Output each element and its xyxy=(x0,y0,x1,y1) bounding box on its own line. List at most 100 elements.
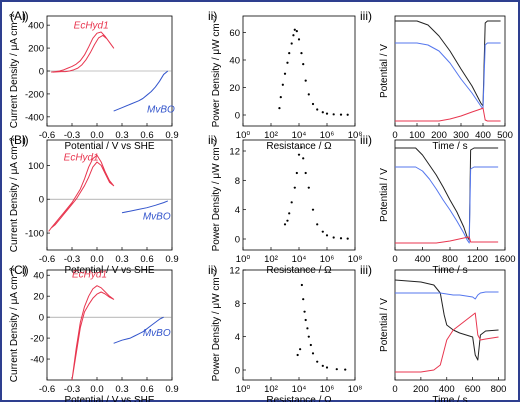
x-tick-label: -0.3 xyxy=(64,384,80,395)
x-tick-label: 500 xyxy=(497,130,513,141)
y-tick-label: 4 xyxy=(235,332,240,343)
y-tick-label: -100 xyxy=(25,229,44,240)
data-point xyxy=(307,186,310,189)
data-point xyxy=(311,102,315,106)
data-point xyxy=(286,61,289,64)
data-point xyxy=(306,327,309,330)
data-point xyxy=(293,186,296,189)
x-tick-label: 10⁸ xyxy=(348,384,363,395)
x-tick-label: -0.3 xyxy=(64,254,80,265)
panel-label: ii) xyxy=(208,9,217,23)
data-point xyxy=(309,343,312,347)
data-point xyxy=(299,348,302,351)
x-tick-label: 10⁶ xyxy=(320,254,335,265)
x-tick-label: 0.9 xyxy=(165,384,178,395)
x-axis-label: Resistance / Ω xyxy=(266,265,332,276)
data-point xyxy=(295,171,298,175)
data-point xyxy=(321,230,324,233)
x-tick-label: 10⁸ xyxy=(348,130,363,141)
plot-frame xyxy=(394,139,506,251)
series-line xyxy=(395,291,499,300)
x-tick-label: 10⁰ xyxy=(236,130,251,141)
y-tick-label: 20 xyxy=(229,83,240,94)
data-point xyxy=(304,79,307,82)
x-axis-label: Resistance / Ω xyxy=(266,395,332,402)
series-line xyxy=(71,285,115,381)
series-label: MvBO xyxy=(143,212,171,223)
x-tick-label: 200 xyxy=(431,130,447,141)
y-tick-label: 20 xyxy=(33,292,44,303)
x-tick-label: 0.3 xyxy=(115,130,128,141)
y-tick-label: 40 xyxy=(33,271,44,282)
panel-label: i) xyxy=(22,263,29,277)
data-point xyxy=(332,236,335,239)
x-tick-label: 10² xyxy=(264,130,278,141)
x-tick-label: 0.6 xyxy=(140,384,153,395)
x-tick-label: 800 xyxy=(491,384,507,395)
data-point xyxy=(346,113,349,116)
series-line xyxy=(395,147,499,241)
x-tick-label: 400 xyxy=(475,130,491,141)
data-point xyxy=(286,219,289,222)
plot-frame xyxy=(242,15,356,127)
data-point xyxy=(311,352,315,355)
series-line xyxy=(395,236,499,244)
y-tick-label: 12 xyxy=(229,147,240,158)
x-tick-label: 10⁴ xyxy=(292,384,307,395)
x-axis-label: Time / s xyxy=(432,141,467,152)
data-point xyxy=(279,96,282,99)
x-tick-label: 300 xyxy=(453,130,469,141)
x-tick-label: 10⁶ xyxy=(320,384,335,395)
y-tick-label: 100 xyxy=(28,161,44,172)
y-tick-label: 12 xyxy=(229,266,240,277)
data-point xyxy=(300,146,303,149)
data-point xyxy=(296,353,299,357)
data-point xyxy=(304,171,307,175)
data-point xyxy=(316,223,319,226)
y-tick-label: 40 xyxy=(229,56,240,67)
y-tick-label: 60 xyxy=(229,28,240,39)
x-tick-label: 0.9 xyxy=(165,130,178,141)
data-point xyxy=(283,223,287,226)
y-axis-label: Potential / V xyxy=(379,298,390,352)
x-tick-label: 0 xyxy=(392,130,397,141)
y-tick-label: 0 xyxy=(39,67,44,78)
series-line xyxy=(395,20,501,107)
y-axis-label: Current Density / μA cm⁻² xyxy=(9,267,20,382)
y-tick-label: 200 xyxy=(28,44,44,55)
data-point xyxy=(297,153,301,156)
data-point xyxy=(325,234,329,237)
data-point xyxy=(335,368,338,371)
x-axis-label: Potential / V vs SHE xyxy=(64,141,154,152)
series-line xyxy=(121,200,169,214)
data-point xyxy=(304,318,307,322)
x-tick-label: -0.6 xyxy=(39,130,55,141)
data-point xyxy=(325,112,329,115)
panel-label: ii) xyxy=(208,263,217,277)
data-point xyxy=(344,368,347,371)
x-tick-label: 400 xyxy=(439,384,455,395)
data-point xyxy=(346,237,349,240)
series-line xyxy=(395,312,499,373)
x-axis-label: Resistance / Ω xyxy=(266,141,332,152)
x-axis-label: Time / s xyxy=(432,395,467,402)
x-tick-label: 1600 xyxy=(494,254,515,265)
data-point xyxy=(281,83,284,86)
data-point xyxy=(300,283,303,287)
x-tick-label: 0.0 xyxy=(90,254,103,265)
y-axis-label: Power Density / μW cm⁻² xyxy=(211,268,222,381)
x-tick-label: 100 xyxy=(409,130,425,141)
panel-label: i) xyxy=(22,9,29,23)
x-tick-label: 0.0 xyxy=(90,384,103,395)
y-tick-label: 0 xyxy=(235,366,240,377)
y-tick-label: 4 xyxy=(235,205,240,216)
plot-frame xyxy=(242,269,356,381)
x-tick-label: 1200 xyxy=(467,254,488,265)
x-tick-label: 10⁸ xyxy=(348,254,363,265)
data-point xyxy=(302,298,305,301)
y-axis-label: Current Density / μA cm⁻² xyxy=(9,137,20,252)
series-line xyxy=(51,31,115,73)
y-axis-label: Potential / V xyxy=(379,168,390,222)
x-tick-label: -0.3 xyxy=(64,130,80,141)
